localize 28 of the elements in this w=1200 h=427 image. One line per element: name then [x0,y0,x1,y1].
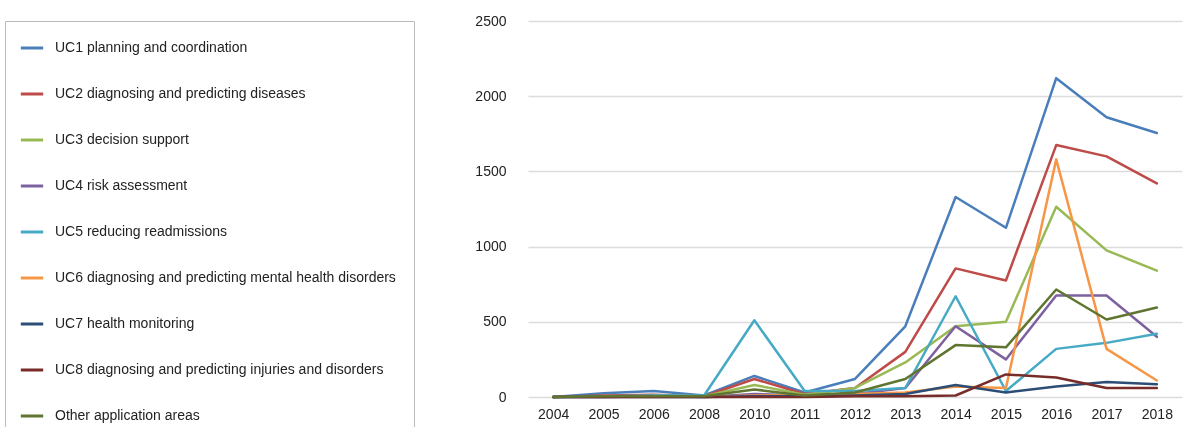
x-tick-label: 2010 [739,405,771,422]
x-tick-label: 2011 [790,405,821,422]
legend-label: Other application areas [55,407,200,423]
x-tick-label: 2004 [538,405,570,422]
y-tick-label: 1500 [475,162,507,179]
x-tick-label: 2005 [588,405,620,422]
x-tick-label: 2015 [990,405,1023,422]
x-tick-label: 2017 [1091,405,1123,422]
x-tick-label: 2013 [890,405,922,422]
x-tick-label: 2018 [1141,405,1174,422]
y-tick-label: 2000 [475,87,507,104]
y-tick-label: 2500 [475,12,507,29]
y-tick-label: 500 [483,313,507,330]
x-tick-label: 2014 [940,405,972,422]
y-tick-label: 1000 [475,238,507,255]
x-tick-label: 2016 [1041,405,1073,422]
legend-label: UC4 risk assessment [55,177,188,193]
y-tick-label: 0 [498,388,507,405]
legend-label: UC7 health monitoring [55,315,195,331]
legend-label: UC5 reducing readmissions [55,223,227,239]
legend-label: UC1 planning and coordination [55,39,248,55]
legend-label: UC8 diagnosing and predicting injuries and disorders [55,361,384,377]
legend-label: UC6 diagnosing and predicting mental health disorders [55,269,396,285]
legend-label: UC3 decision support [55,131,189,147]
x-tick-label: 2006 [638,405,671,422]
legend-label: UC2 diagnosing and predicting diseases [55,85,306,101]
x-tick-label: 2008 [689,405,721,422]
x-tick-label: 2012 [839,405,872,422]
